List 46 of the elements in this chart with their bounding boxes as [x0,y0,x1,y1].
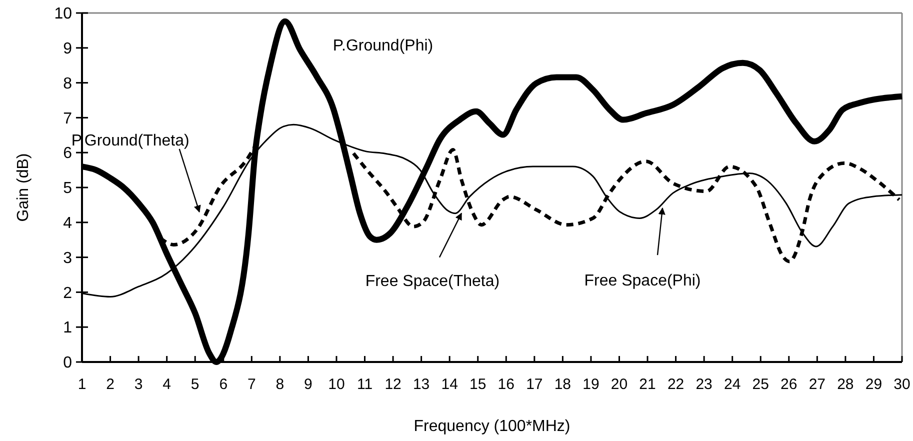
x-tick-label: 13 [412,376,430,393]
annotation: P.Ground(Phi) [332,38,434,55]
x-tick-label: 27 [808,376,826,393]
annotation: Free Space(Theta) [365,272,500,290]
y-tick-label: 10 [54,6,72,23]
y-tick-label: 0 [63,354,72,372]
x-tick-label: 10 [328,376,345,393]
x-tick-label: 6 [219,376,228,393]
x-tick-label: 19 [582,376,600,393]
x-tick-label: 22 [667,376,684,393]
x-tick-label: 8 [276,376,284,393]
y-tick-label: 6 [63,145,72,162]
x-axis-title: Frequency (100*MHz) [414,418,570,435]
y-tick-label: 5 [63,180,72,198]
x-tick-label: 29 [865,376,882,393]
y-tick-label: 7 [63,110,72,128]
x-tick-label: 25 [752,376,769,393]
x-tick-label: 28 [837,376,854,393]
x-tick-label: 20 [610,376,628,393]
x-tick-label: 17 [526,376,543,393]
y-tick-label: 1 [63,320,72,337]
y-tick-label: 3 [63,250,72,267]
x-tick-label: 16 [498,376,514,393]
annotation: Free Space(Phi) [584,272,701,290]
x-tick-label: 26 [780,376,798,393]
x-tick-label: 11 [356,376,373,393]
x-tick-label: 9 [304,376,312,393]
x-tick-label: 2 [106,376,114,393]
x-tick-label: 14 [441,376,458,393]
x-tick-label: 30 [894,376,910,393]
x-tick-label: 5 [190,376,200,393]
x-tick-label: 23 [696,376,712,393]
x-tick-label: 7 [247,376,256,393]
y-tick-label: 8 [63,75,72,92]
x-tick-label: 18 [554,376,572,393]
x-tick-label: 15 [470,376,486,393]
x-tick-label: 24 [724,376,741,393]
y-axis-title: Gain (dB) [15,153,32,222]
x-tick-label: 1 [78,376,86,393]
x-tick-label: 4 [162,376,171,393]
y-tick-label: 4 [63,215,72,232]
x-tick-label: 21 [639,376,656,393]
y-tick-label: 2 [63,284,72,302]
x-tick-label: 12 [384,376,402,393]
x-tick-label: 3 [134,376,143,393]
y-tick-label: 9 [63,40,72,58]
